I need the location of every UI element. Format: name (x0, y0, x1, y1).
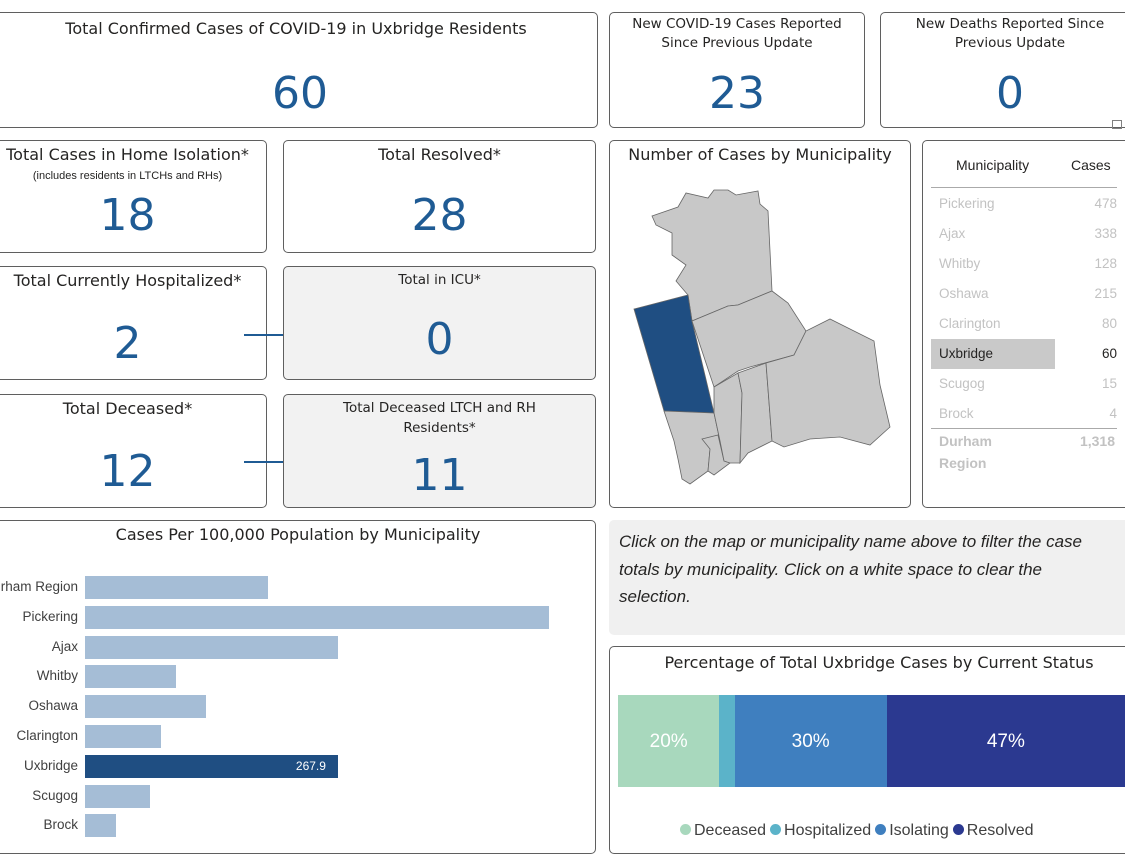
table-header-municipality[interactable]: Municipality (956, 157, 1030, 173)
table-cell-municipality: Oshawa (939, 286, 989, 301)
table-cell-cases: 128 (1094, 256, 1117, 271)
legend-item-isolating[interactable]: Isolating (875, 822, 949, 840)
deceased-value: 12 (99, 446, 156, 497)
deceased-ltch-title-1: Total Deceased LTCH and RH (343, 400, 536, 416)
table-cell-municipality: Uxbridge (939, 346, 994, 361)
table-header-divider (931, 187, 1117, 188)
deceased-ltch-card: Total Deceased LTCH and RH Residents* 11 (283, 394, 596, 508)
map-card: Number of Cases by Municipality (609, 140, 911, 508)
table-cell-cases: 478 (1094, 196, 1117, 211)
legend-dot-icon (952, 824, 964, 835)
deceased-card: Total Deceased* 12 (0, 394, 267, 508)
icu-value: 0 (425, 314, 454, 365)
new-cases-value: 23 (709, 68, 765, 119)
table-row[interactable]: Scugog 15 (931, 369, 1117, 399)
table-cell-cases: 215 (1094, 286, 1117, 301)
total-confirmed-value: 60 (272, 68, 328, 119)
note-line-3: selection. (619, 587, 691, 606)
resolved-title: Total Resolved* (378, 145, 501, 164)
icu-card: Total in ICU* 0 (283, 266, 596, 380)
deceased-ltch-title-2: Residents* (403, 420, 476, 436)
new-deaths-title-1: New Deaths Reported Since (915, 16, 1105, 32)
legend-dot-icon (875, 824, 887, 835)
home-isolation-subtitle: (includes residents in LTCHs and RHs) (32, 170, 223, 182)
bar-chart-title: Cases Per 100,000 Population by Municipa… (115, 525, 481, 544)
note-line-2: totals by municipality. Click on a white… (619, 560, 1042, 579)
legend-dot-icon (680, 824, 691, 835)
table-row[interactable]: Clarington 80 (931, 309, 1117, 339)
note-line-1: Click on the map or municipality name ab… (619, 532, 1083, 551)
table-row[interactable]: Brock 4 (931, 399, 1117, 429)
table-cell-cases: 60 (1101, 346, 1117, 361)
status-chart-title: Percentage of Total Uxbridge Cases by Cu… (664, 653, 1094, 672)
table-total-value: 1,318 (1079, 433, 1115, 449)
table-cell-municipality: Ajax (939, 226, 966, 241)
total-confirmed-card: Total Confirmed Cases of COVID-19 in Uxb… (0, 12, 598, 128)
table-cell-municipality: Scugog (939, 376, 985, 391)
deceased-title: Total Deceased* (62, 399, 193, 418)
table-total-label-1: Durham (939, 433, 992, 449)
table-row[interactable]: Whitby 128 (931, 249, 1117, 279)
icu-title: Total in ICU* (398, 272, 481, 288)
hospitalized-card: Total Currently Hospitalized* 2 (0, 266, 267, 380)
home-isolation-card: Total Cases in Home Isolation* (includes… (0, 140, 267, 253)
new-cases-card: New COVID-19 Cases Reported Since Previo… (609, 12, 865, 128)
table-cell-cases: 338 (1094, 226, 1117, 241)
legend-item-hospitalized[interactable]: Hospitalized (770, 822, 871, 840)
table-cell-cases: 4 (1109, 406, 1117, 421)
table-cell-municipality: Pickering (939, 196, 995, 211)
legend-dot-icon (770, 824, 782, 835)
resolved-card: Total Resolved* 28 (283, 140, 596, 253)
total-confirmed-title: Total Confirmed Cases of COVID-19 in Uxb… (65, 19, 527, 38)
legend-label: Deceased (694, 822, 767, 839)
table-row[interactable]: Ajax 338 (931, 219, 1117, 249)
instruction-note: Click on the map or municipality name ab… (609, 520, 1125, 635)
home-isolation-title: Total Cases in Home Isolation* (6, 145, 249, 164)
table-header-cases[interactable]: Cases (1071, 157, 1111, 173)
table-cell-cases: 15 (1101, 376, 1117, 391)
new-deaths-card: New Deaths Reported Since Previous Updat… (880, 12, 1125, 128)
hospitalized-title: Total Currently Hospitalized* (13, 271, 242, 290)
focus-mode-icon[interactable] (1112, 120, 1122, 129)
status-legend: Deceased Hospitalized Isolating Resolved (680, 822, 1038, 840)
hospitalized-value: 2 (113, 318, 142, 369)
new-deaths-value: 0 (996, 68, 1024, 119)
home-isolation-value: 18 (99, 190, 156, 241)
legend-item-deceased[interactable]: Deceased (680, 822, 766, 840)
new-deaths-title-2: Previous Update (954, 35, 1066, 51)
table-row-selected[interactable]: Uxbridge 60 (931, 339, 1117, 369)
cases-per-100k-card: Cases Per 100,000 Population by Municipa… (0, 520, 596, 854)
map-region-clarington[interactable] (765, 318, 891, 448)
new-cases-title-2: Since Previous Update (661, 35, 813, 51)
municipality-map[interactable] (610, 141, 912, 509)
map-title: Number of Cases by Municipality (628, 145, 892, 164)
legend-label: Resolved (966, 822, 1034, 839)
resolved-value: 28 (411, 190, 468, 241)
table-total-label-2: Region (939, 455, 987, 471)
legend-label: Isolating (889, 822, 949, 839)
map-region-ajax[interactable] (701, 434, 731, 476)
table-total-divider (931, 428, 1117, 429)
legend-item-resolved[interactable]: Resolved (952, 822, 1034, 840)
table-row[interactable]: Pickering 478 (931, 189, 1117, 219)
table-cell-municipality: Whitby (939, 256, 981, 271)
new-cases-title-1: New COVID-19 Cases Reported (632, 16, 842, 32)
table-row[interactable]: Oshawa 215 (931, 279, 1117, 309)
legend-label: Hospitalized (784, 822, 872, 839)
deceased-ltch-value: 11 (411, 450, 468, 501)
table-cell-cases: 80 (1101, 316, 1117, 331)
table-cell-municipality: Brock (939, 406, 974, 421)
table-cell-municipality: Clarington (939, 316, 1001, 331)
municipality-table-card: Municipality Cases Pickering 478 Ajax 33… (922, 140, 1125, 508)
selection-highlight (931, 339, 1055, 369)
